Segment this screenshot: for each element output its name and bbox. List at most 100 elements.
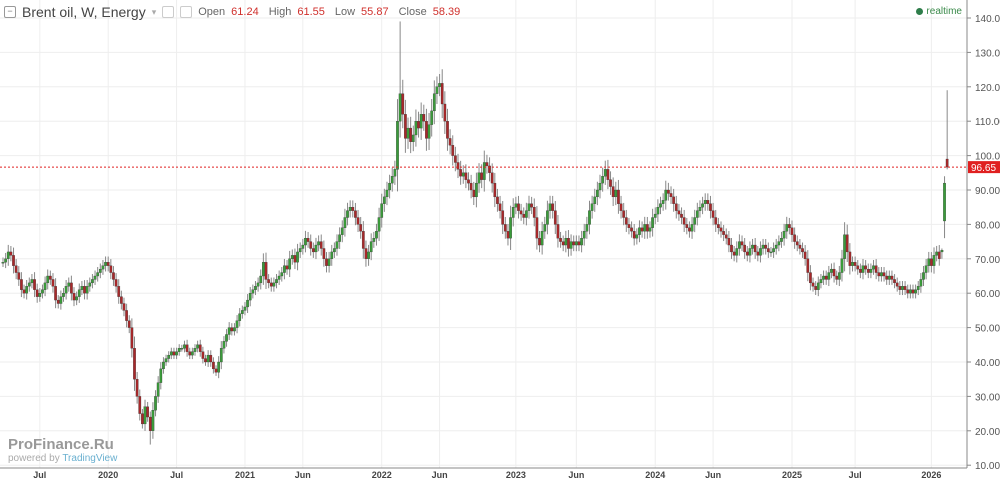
candle-down xyxy=(945,158,949,168)
candle-down xyxy=(122,303,126,311)
candle-down xyxy=(454,155,457,163)
candle-up xyxy=(419,114,423,129)
candle-down xyxy=(117,286,121,297)
candle-up xyxy=(338,234,341,242)
candle-down xyxy=(937,251,941,259)
legend-header: − Brent oil, W, Energy ▾ Open 61.24 High 6… xyxy=(4,4,464,20)
hide-icon[interactable] xyxy=(180,6,193,18)
candle-down xyxy=(496,196,499,204)
candle-up xyxy=(396,121,399,170)
candle-down xyxy=(356,217,360,225)
candle-down xyxy=(677,210,681,215)
candle-up xyxy=(738,241,741,249)
candle-down xyxy=(285,265,289,270)
candle-up xyxy=(377,217,381,232)
candle-up xyxy=(346,210,349,218)
candle-up xyxy=(301,244,305,249)
candle-up xyxy=(162,361,165,370)
candle-down xyxy=(877,272,881,277)
high-value: 61.55 xyxy=(297,6,325,18)
candle-down xyxy=(798,244,802,249)
symbol-title[interactable]: Brent oil, W, Energy xyxy=(22,4,146,20)
candle-down xyxy=(488,165,491,173)
candle-up xyxy=(614,189,618,198)
candle-down xyxy=(853,262,857,266)
candle-down xyxy=(624,217,628,225)
candle-down xyxy=(293,255,297,263)
candle-up xyxy=(822,275,825,280)
candle-up xyxy=(43,282,47,290)
candle-down xyxy=(567,238,570,249)
candle-down xyxy=(459,169,462,177)
settings-icon[interactable] xyxy=(162,6,175,18)
chevron-down-icon[interactable]: ▾ xyxy=(151,6,157,17)
candle-up xyxy=(177,348,181,352)
candle-up xyxy=(590,203,594,211)
candle-up xyxy=(304,238,307,246)
candle-up xyxy=(840,258,844,273)
candle-up xyxy=(475,182,478,198)
price-axis[interactable]: 10.00 20.00 30.00 40.00 50.00 60.00 70.00 80.00… xyxy=(966,0,1000,472)
y-tick-label: 130.00 xyxy=(975,48,1000,59)
candle-up xyxy=(30,279,34,284)
candle-down xyxy=(619,203,623,211)
y-tick-label: 50.00 xyxy=(975,324,1000,335)
candle-up xyxy=(574,241,578,246)
candle-up xyxy=(761,244,765,249)
candle-up xyxy=(564,238,568,246)
candle-down xyxy=(17,272,21,280)
candle-up xyxy=(914,289,917,294)
collapse-icon[interactable]: − xyxy=(4,6,16,18)
candle-up xyxy=(782,231,786,239)
candle-up xyxy=(6,251,10,259)
candle-up xyxy=(785,224,789,232)
candle-up xyxy=(827,272,831,280)
candle-up xyxy=(85,286,89,294)
candle-down xyxy=(364,248,368,259)
candle-down xyxy=(669,193,673,198)
x-tick-label: Jun xyxy=(568,470,584,480)
candle-up xyxy=(701,203,704,208)
candle-down xyxy=(522,213,526,218)
x-tick-label: 2023 xyxy=(506,470,526,480)
candle-up xyxy=(588,210,591,225)
candle-up xyxy=(514,203,518,208)
candle-up xyxy=(772,248,775,253)
candle-up xyxy=(277,275,281,280)
candle-up xyxy=(511,207,515,218)
candle-up xyxy=(527,203,531,211)
candle-up xyxy=(80,286,84,290)
candle-down xyxy=(56,299,60,304)
tradingview-link[interactable]: TradingView xyxy=(62,453,118,464)
candle-down xyxy=(409,127,413,142)
candle-down xyxy=(553,210,557,225)
candle-up xyxy=(88,282,92,287)
candle-down xyxy=(464,172,468,180)
candle-up xyxy=(940,250,944,253)
candle-up xyxy=(175,351,178,356)
candle-up xyxy=(411,134,415,142)
candle-up xyxy=(664,189,668,201)
candle-up xyxy=(909,289,912,294)
y-tick-label: 80.00 xyxy=(975,220,1000,231)
candle-down xyxy=(361,231,365,249)
candle-up xyxy=(251,289,255,294)
candle-up xyxy=(283,265,286,273)
time-axis[interactable]: Jul 2020 Jul 2021 Jun 2022 Jun 2023 Jun 2024 Jun 20… xyxy=(0,467,967,480)
candle-up xyxy=(638,227,641,235)
powered-by[interactable]: powered by TradingView xyxy=(8,453,118,464)
candle-up xyxy=(430,110,434,125)
candle-up xyxy=(254,286,257,290)
candle-down xyxy=(806,258,810,273)
candle-up xyxy=(703,200,707,204)
candle-up xyxy=(196,344,199,349)
candle-down xyxy=(795,241,799,246)
candle-up xyxy=(330,251,334,259)
candle-up xyxy=(314,244,318,253)
candle-down xyxy=(556,224,560,239)
candle-up xyxy=(769,251,773,254)
candle-up xyxy=(887,275,891,280)
close-value: 58.39 xyxy=(432,6,461,18)
candle-up xyxy=(580,238,583,246)
